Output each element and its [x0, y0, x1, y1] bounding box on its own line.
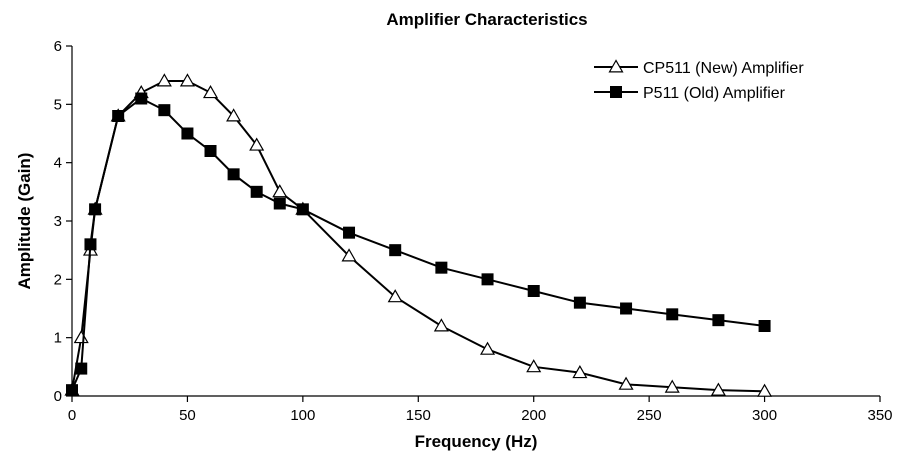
x-ticks: 0 50 100 150 200 250 300 350	[68, 396, 893, 424]
data-point	[66, 384, 78, 397]
data-point	[181, 127, 194, 140]
data-point	[73, 329, 89, 344]
data-point	[618, 376, 634, 390]
data-point	[202, 84, 219, 99]
plot-area	[64, 73, 773, 397]
data-point	[666, 308, 679, 321]
data-point	[572, 364, 588, 379]
data-point	[227, 168, 240, 181]
legend-item: CP511 (New) Amplifier	[594, 59, 804, 77]
data-point	[272, 184, 288, 198]
x-tick-label: 50	[179, 407, 196, 424]
data-point	[343, 226, 356, 239]
data-point	[664, 379, 680, 393]
data-point	[480, 341, 496, 355]
data-point	[158, 104, 171, 117]
data-point	[757, 383, 773, 397]
legend: CP511 (New) Amplifier P511 (Old) Amplifie…	[594, 59, 804, 102]
data-point	[526, 359, 542, 373]
data-point	[481, 273, 494, 286]
y-axis-title: Amplitude (Gain)	[15, 153, 34, 290]
data-point	[435, 261, 448, 274]
y-tick-label: 5	[54, 96, 62, 113]
data-point	[249, 137, 265, 151]
y-tick-label: 0	[54, 388, 62, 405]
y-ticks: 0 1 2 3 4 5 6	[54, 38, 72, 405]
data-point	[296, 203, 309, 216]
data-point	[341, 248, 357, 262]
data-point	[250, 185, 263, 198]
y-tick-label: 6	[54, 38, 62, 55]
data-point	[75, 362, 88, 375]
data-point	[620, 302, 633, 315]
y-tick-label: 1	[54, 330, 62, 347]
data-point	[179, 73, 195, 87]
data-point	[712, 314, 725, 327]
x-tick-label: 100	[290, 407, 315, 424]
x-tick-label: 350	[867, 407, 892, 424]
data-point	[204, 145, 217, 157]
x-tick-label: 200	[521, 407, 546, 424]
axes: 0 1 2 3 4 5 6 0 50 100 150 200 250 300 350	[54, 38, 893, 424]
series-2	[66, 92, 771, 397]
data-point	[135, 92, 148, 105]
data-point	[156, 73, 172, 87]
x-tick-label: 250	[637, 407, 662, 424]
data-point	[84, 238, 97, 251]
data-point	[573, 296, 586, 309]
data-point	[433, 318, 449, 332]
data-point	[226, 108, 242, 122]
chart-title: Amplifier Characteristics	[386, 10, 587, 29]
legend-label: CP511 (New) Amplifier	[643, 60, 804, 77]
series-line	[71, 97, 765, 391]
x-tick-label: 300	[752, 407, 777, 424]
data-point	[387, 289, 403, 303]
legend-item: P511 (Old) Amplifier	[594, 85, 786, 102]
data-point	[89, 203, 102, 216]
data-point	[758, 320, 771, 332]
series-line	[71, 80, 765, 393]
y-tick-label: 2	[54, 271, 62, 288]
legend-swatch-marker	[610, 86, 622, 98]
y-tick-label: 3	[54, 213, 62, 230]
x-axis-title: Frequency (Hz)	[415, 432, 538, 451]
data-point	[710, 382, 726, 396]
data-point	[389, 244, 402, 257]
data-point	[273, 197, 286, 210]
x-tick-label: 150	[406, 407, 431, 424]
y-tick-label: 4	[54, 155, 62, 172]
series-1	[64, 73, 773, 397]
legend-label: P511 (Old) Amplifier	[643, 85, 786, 102]
legend-swatch-marker	[608, 59, 624, 73]
x-tick-label: 0	[68, 407, 76, 424]
data-point	[112, 110, 125, 122]
data-point	[527, 285, 540, 297]
